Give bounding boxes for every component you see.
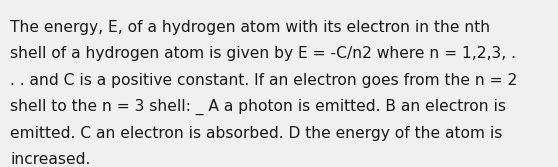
Text: shell to the n = 3 shell: _ A a photon is emitted. B an electron is: shell to the n = 3 shell: _ A a photon i… bbox=[10, 99, 506, 115]
Text: shell of a hydrogen atom is given by E = -C/n2 where n = 1,2,3, .: shell of a hydrogen atom is given by E =… bbox=[10, 46, 516, 61]
Text: . . and C is a positive constant. If an electron goes from the n = 2: . . and C is a positive constant. If an … bbox=[10, 73, 517, 88]
Text: The energy, E, of a hydrogen atom with its electron in the nth: The energy, E, of a hydrogen atom with i… bbox=[10, 20, 490, 35]
Text: increased.: increased. bbox=[10, 152, 90, 167]
Text: emitted. C an electron is absorbed. D the energy of the atom is: emitted. C an electron is absorbed. D th… bbox=[10, 126, 502, 141]
